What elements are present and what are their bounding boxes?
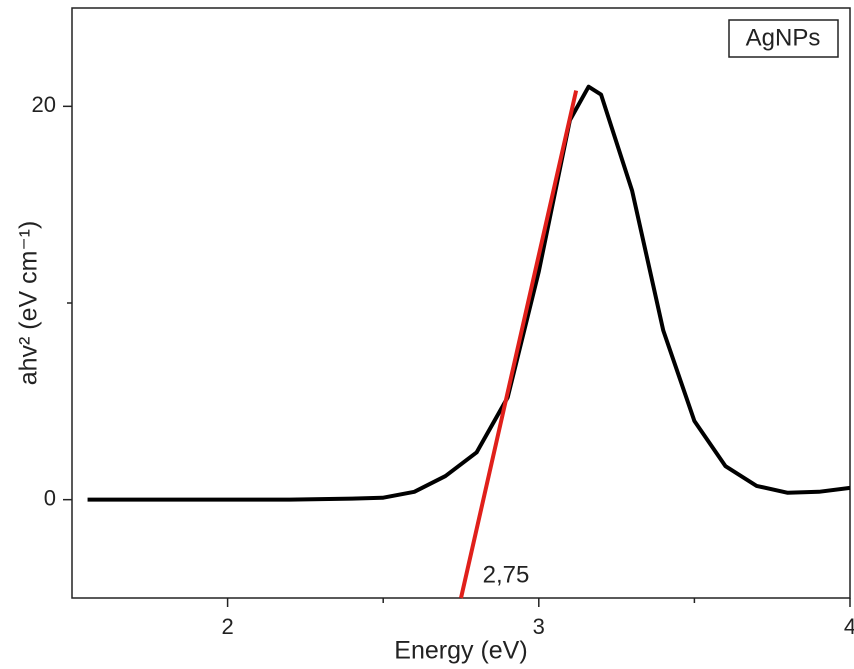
y-tick-label: 0 — [44, 485, 56, 510]
x-axis-label: Energy (eV) — [394, 637, 527, 665]
data-line — [87, 84, 851, 502]
y-axis-label: ahv² (eV cm⁻¹) — [15, 221, 43, 386]
legend-box — [728, 19, 839, 58]
x-tick-label: 4 — [844, 614, 854, 639]
plot-frame — [71, 7, 851, 599]
legend-label: AgNPs — [746, 24, 821, 51]
fit-line — [459, 90, 579, 599]
y-tick-label: 20 — [32, 92, 56, 117]
x-tick-label: 2 — [221, 614, 233, 639]
x-tick-label: 3 — [533, 614, 545, 639]
annotation: 2,75 — [483, 561, 530, 588]
